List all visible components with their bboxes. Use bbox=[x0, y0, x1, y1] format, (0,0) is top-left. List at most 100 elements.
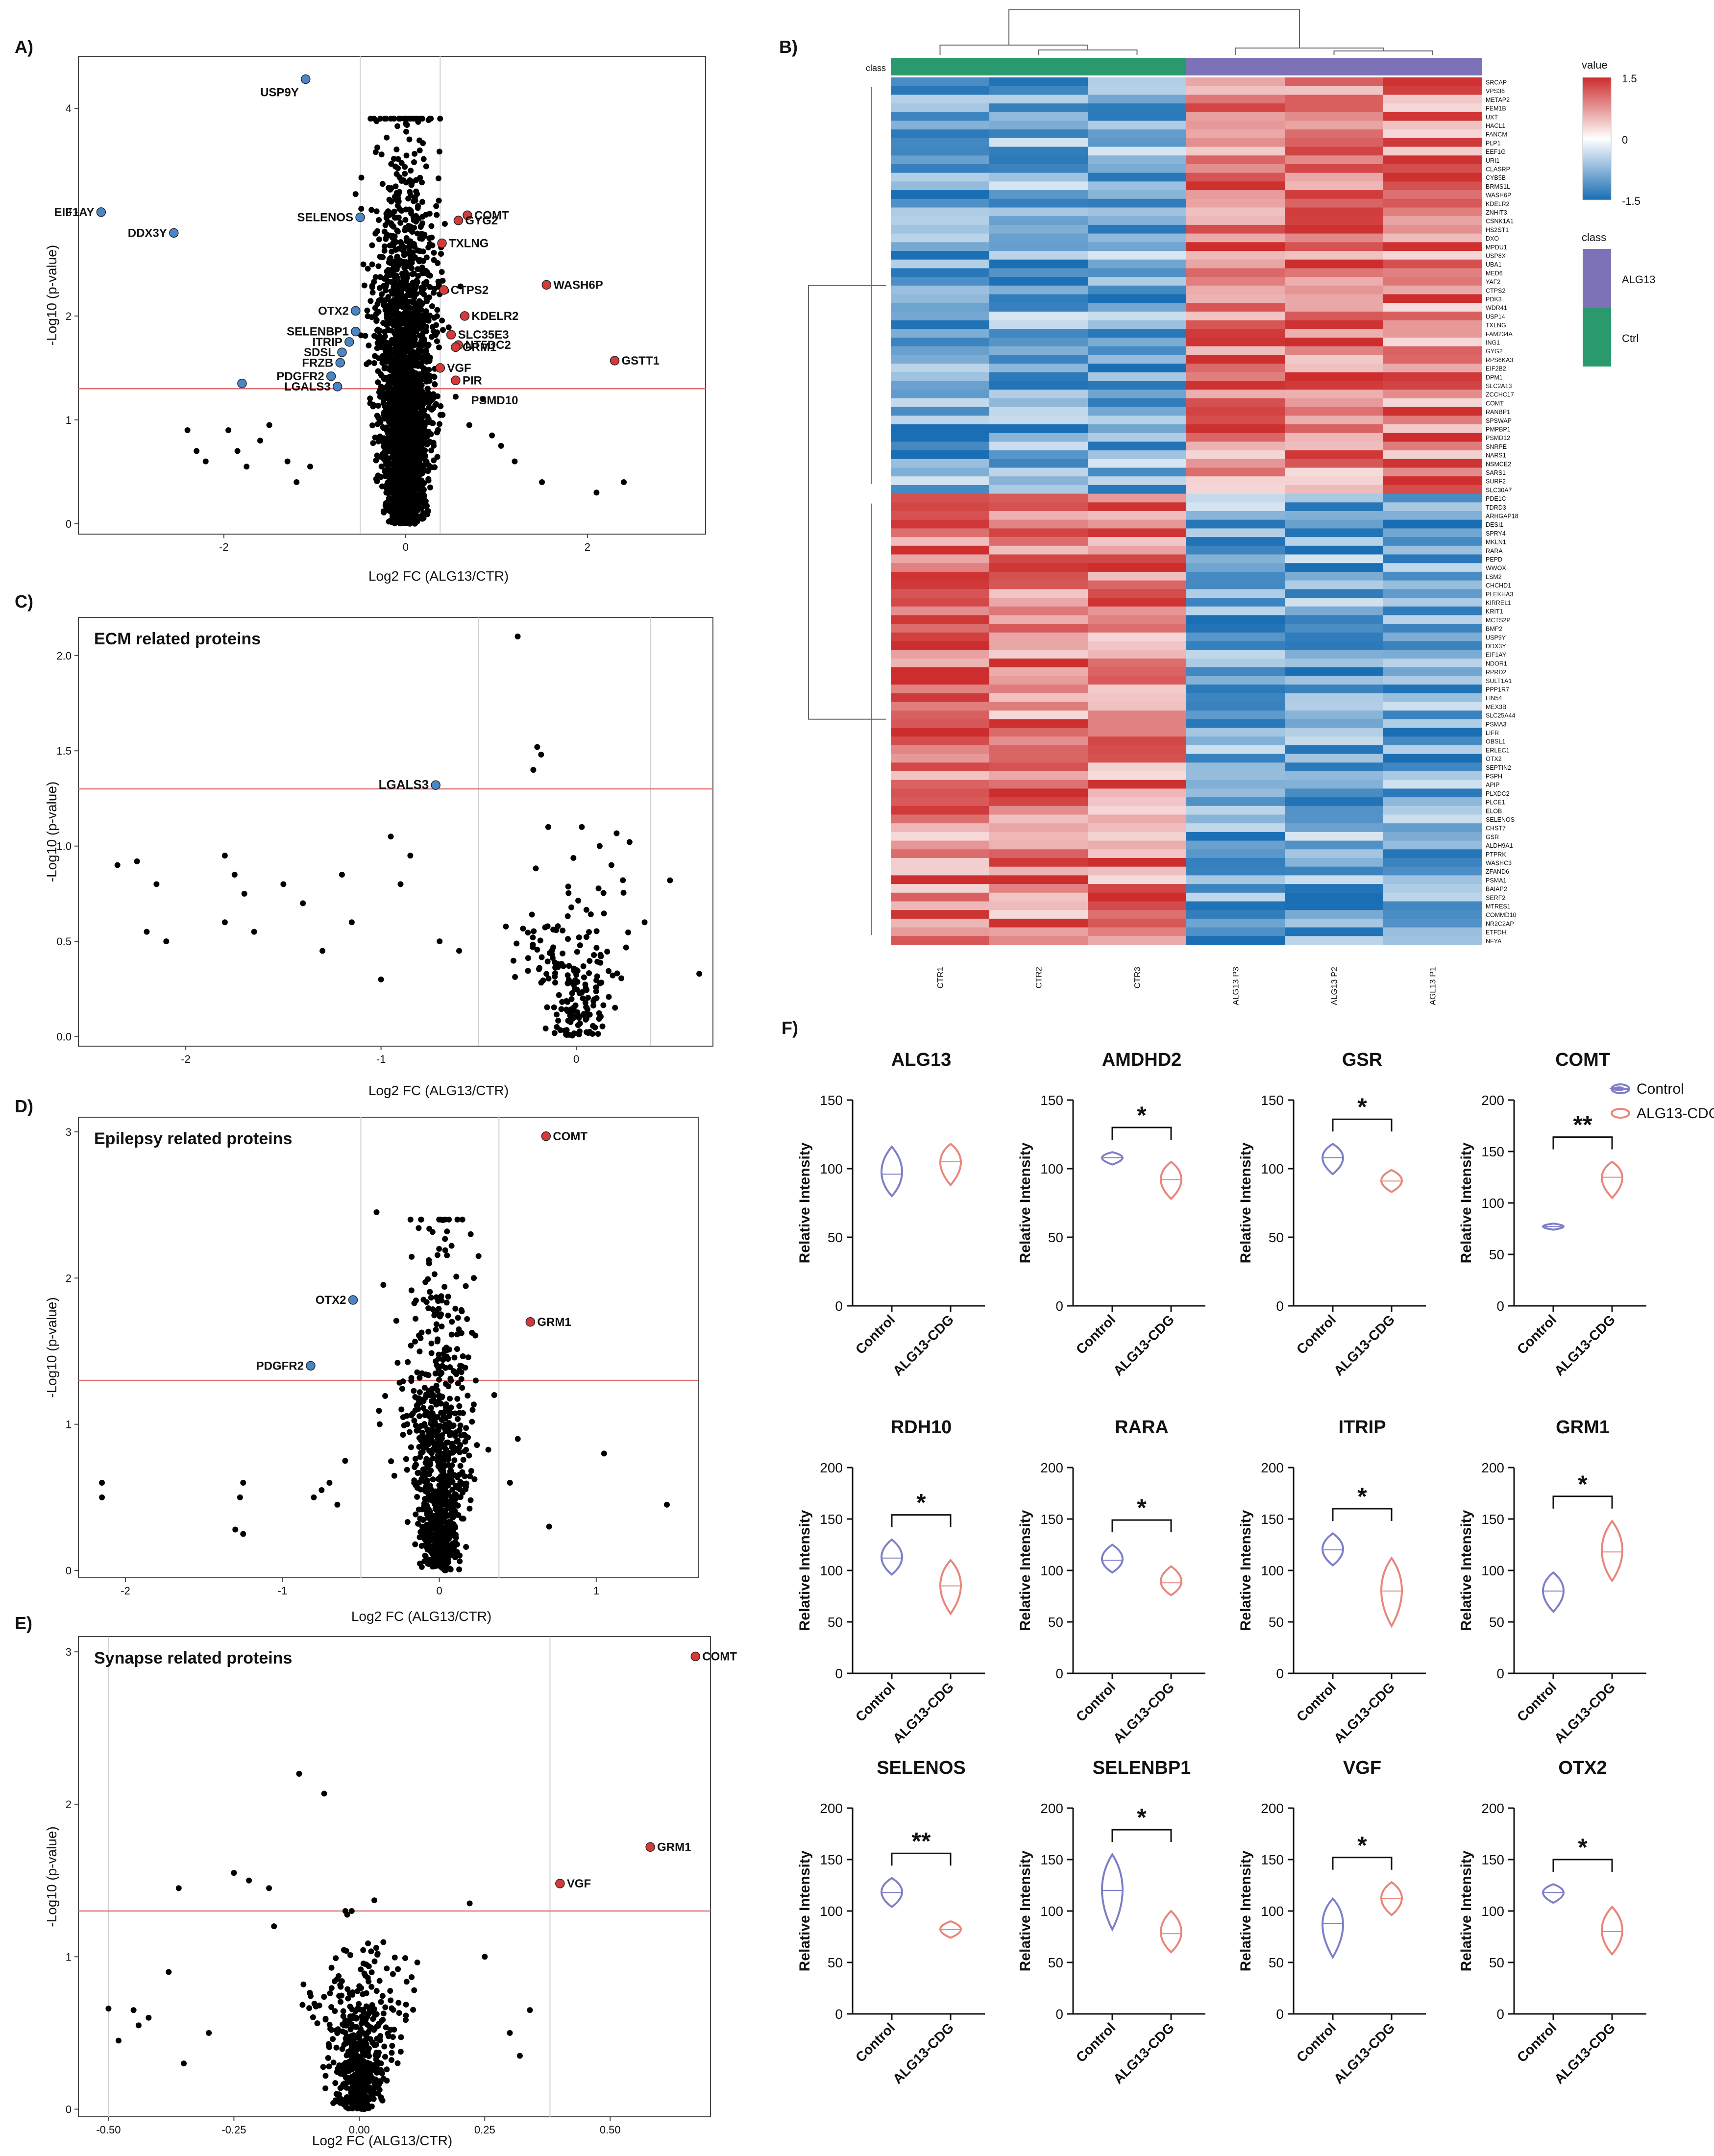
data-point bbox=[463, 1446, 469, 1453]
heatmap-cell bbox=[989, 884, 1088, 893]
data-point bbox=[394, 2060, 401, 2066]
data-point bbox=[415, 119, 421, 125]
heatmap-cell bbox=[891, 797, 990, 807]
heatmap-cell bbox=[1088, 372, 1187, 381]
heatmap-cell bbox=[891, 441, 990, 451]
data-point bbox=[482, 1954, 488, 1960]
data-point bbox=[408, 168, 414, 174]
data-point bbox=[417, 395, 424, 402]
heatmap-cell bbox=[1383, 407, 1482, 416]
heatmap-cell bbox=[891, 658, 990, 668]
heatmap-cell bbox=[1383, 372, 1482, 381]
data-point bbox=[99, 1480, 105, 1486]
heatmap-cell bbox=[1088, 736, 1187, 746]
data-point bbox=[383, 236, 389, 242]
heatmap-cell bbox=[1186, 259, 1285, 269]
data-point bbox=[392, 280, 398, 287]
data-point bbox=[398, 160, 405, 166]
data-point bbox=[572, 977, 579, 983]
data-point bbox=[397, 442, 404, 448]
data-point bbox=[441, 220, 448, 227]
data-point bbox=[381, 376, 387, 382]
heatmap-cell bbox=[1383, 745, 1482, 755]
heatmap-cell bbox=[1383, 667, 1482, 676]
heatmap-cell bbox=[1088, 598, 1187, 607]
data-point bbox=[343, 2035, 349, 2042]
highlighted-point bbox=[348, 1295, 358, 1305]
data-point bbox=[437, 938, 443, 945]
heatmap-cell bbox=[1088, 364, 1187, 373]
data-point bbox=[454, 1396, 461, 1402]
data-point bbox=[539, 479, 545, 486]
data-point bbox=[368, 2103, 375, 2109]
heatmap-cell bbox=[1186, 433, 1285, 442]
data-point bbox=[409, 448, 416, 454]
data-point bbox=[440, 277, 446, 284]
heatmap-cell bbox=[1186, 467, 1285, 477]
data-point bbox=[433, 1321, 440, 1327]
data-point bbox=[437, 1466, 443, 1472]
data-point bbox=[357, 2026, 364, 2032]
point-label: GRM1 bbox=[657, 1840, 691, 1854]
data-point bbox=[428, 1350, 435, 1356]
data-point bbox=[416, 1225, 422, 1231]
heatmap-cell bbox=[1186, 606, 1285, 615]
data-point bbox=[369, 290, 376, 296]
data-point bbox=[587, 1011, 593, 1018]
data-point bbox=[387, 413, 393, 419]
data-point bbox=[396, 382, 403, 388]
data-point bbox=[413, 363, 419, 369]
data-point bbox=[439, 1298, 445, 1304]
data-point bbox=[442, 1381, 449, 1387]
data-point bbox=[415, 203, 421, 209]
data-point bbox=[413, 482, 419, 488]
highlighted-point bbox=[439, 285, 449, 295]
heatmap-cell bbox=[891, 719, 990, 728]
point-label: SDSL bbox=[304, 346, 335, 359]
heatmap-cell bbox=[1186, 641, 1285, 650]
data-point bbox=[641, 919, 648, 926]
data-point bbox=[271, 1923, 277, 1930]
heatmap-cell bbox=[1383, 95, 1482, 104]
data-point bbox=[552, 974, 558, 980]
data-point bbox=[380, 2010, 387, 2017]
heatmap-cell bbox=[1383, 224, 1482, 234]
data-point bbox=[401, 285, 407, 292]
data-point bbox=[326, 1480, 333, 1486]
data-point bbox=[369, 2002, 375, 2009]
data-point bbox=[411, 1300, 417, 1306]
data-point bbox=[385, 352, 392, 359]
data-point bbox=[390, 1971, 396, 1977]
heatmap-cell bbox=[1285, 598, 1384, 607]
data-point bbox=[514, 1436, 521, 1442]
heatmap-cell bbox=[1186, 147, 1285, 156]
data-point bbox=[361, 2066, 367, 2073]
heatmap-cell bbox=[1383, 762, 1482, 772]
heatmap-cell bbox=[1383, 485, 1482, 494]
data-point bbox=[614, 970, 620, 977]
data-point bbox=[437, 116, 443, 122]
data-point bbox=[601, 910, 607, 917]
data-point bbox=[454, 1346, 460, 1352]
data-point bbox=[232, 1526, 239, 1533]
data-point bbox=[390, 430, 396, 436]
data-point bbox=[349, 2006, 355, 2012]
heatmap-cell bbox=[989, 346, 1088, 355]
data-point bbox=[348, 2061, 354, 2067]
data-point bbox=[565, 1018, 571, 1024]
data-point bbox=[384, 469, 391, 475]
data-point bbox=[135, 2022, 142, 2029]
heatmap-cell bbox=[1285, 216, 1384, 225]
data-point bbox=[382, 2004, 389, 2010]
heatmap-cell bbox=[1383, 459, 1482, 468]
highlighted-point bbox=[451, 375, 461, 386]
data-point bbox=[416, 1348, 423, 1355]
data-point bbox=[327, 2026, 334, 2032]
data-point bbox=[445, 1456, 452, 1463]
heatmap-cell bbox=[1383, 641, 1482, 650]
data-point bbox=[408, 479, 415, 485]
data-point bbox=[449, 1449, 456, 1456]
heatmap-cell bbox=[891, 710, 990, 720]
heatmap-cell bbox=[1186, 251, 1285, 260]
